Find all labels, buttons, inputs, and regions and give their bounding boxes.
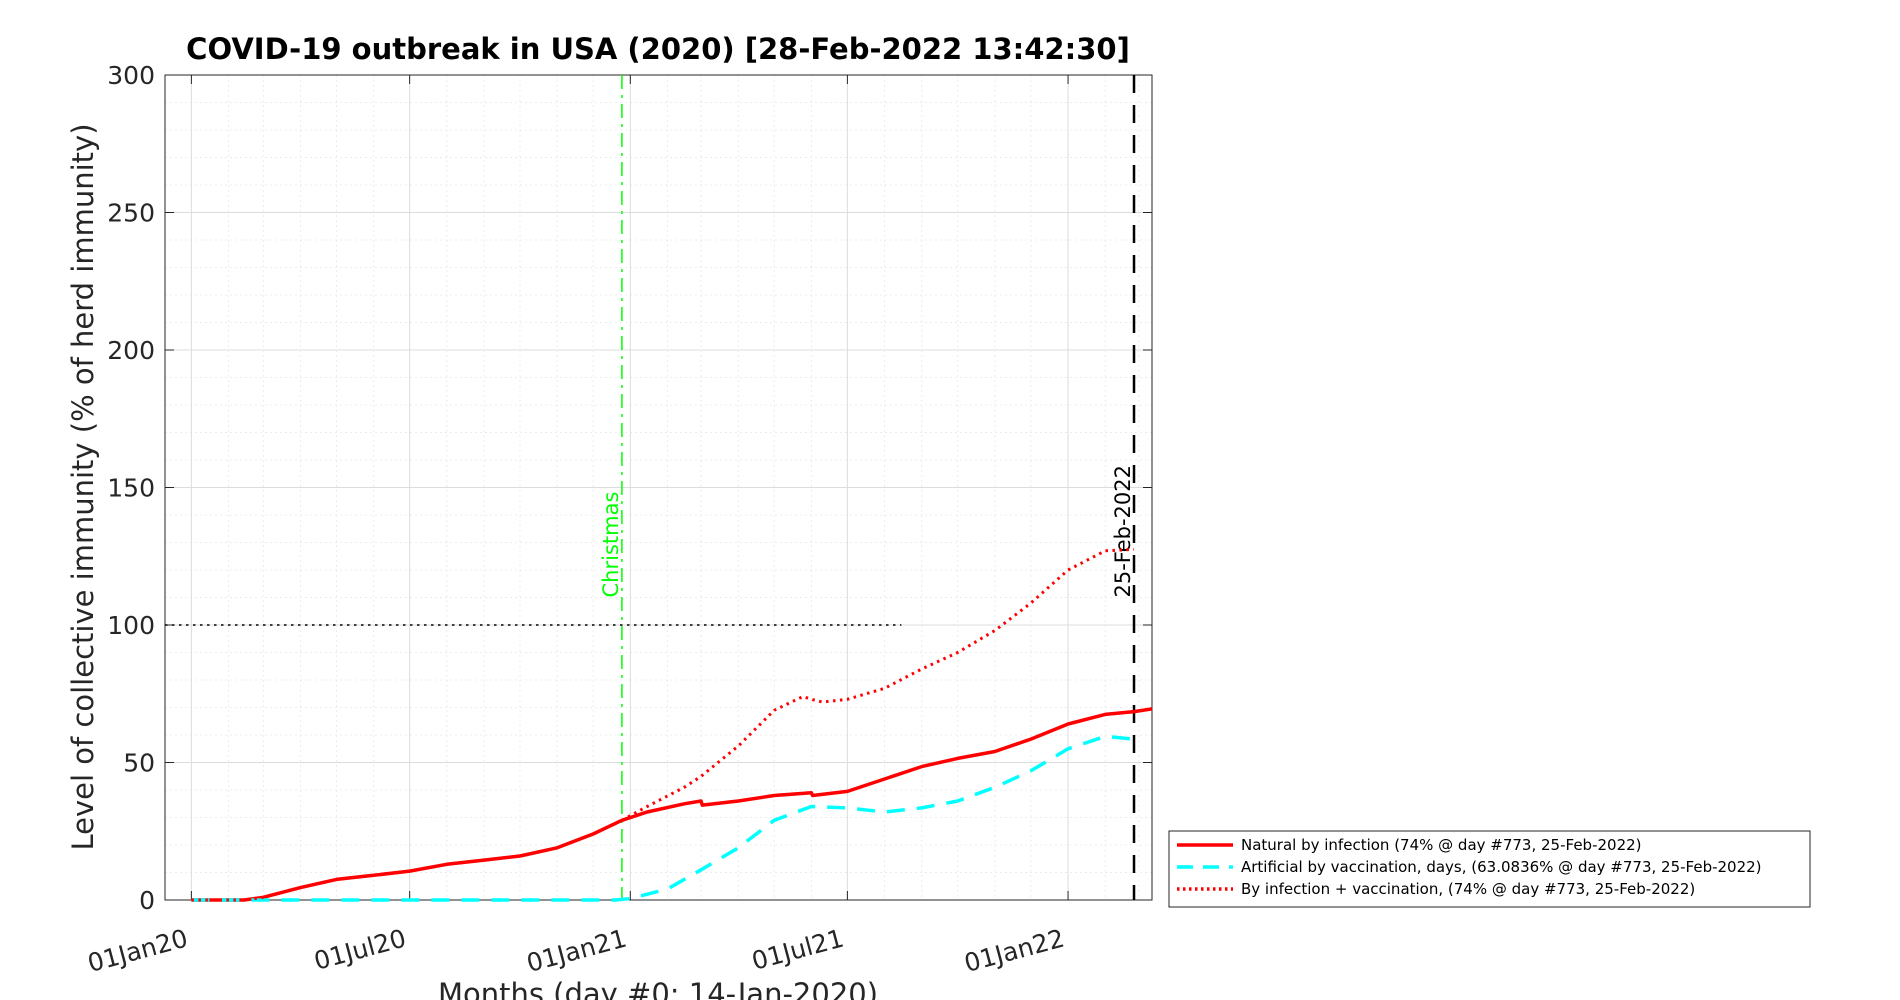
y-tick-label: 250 [107,199,155,228]
x-tick-label: 01Jan20 [85,924,191,978]
y-axis-tick-labels: 0 50 100 150 200 250 300 [107,61,155,915]
series-line-1 [191,707,1153,902]
reference-line-label: Christmas [599,492,623,598]
x-tick-label: 01Jul20 [311,924,409,976]
legend-entry: Natural by infection (74% @ day #773, 25… [1241,836,1642,854]
series-line-2 [191,734,1135,902]
x-tick-label: 01Jul21 [749,924,847,976]
chart-title: COVID-19 outbreak in USA (2020) [28-Feb-… [186,32,1130,66]
x-tick-label: 01Jan21 [523,924,629,978]
series-lines [191,547,1153,902]
y-axis-label: Level of collective immunity (% of herd … [66,123,100,850]
legend: Natural by infection (74% @ day #773, 25… [1168,830,1811,908]
legend-entry: By infection + vaccination, (74% @ day #… [1241,880,1695,898]
y-tick-label: 0 [139,886,155,915]
y-tick-label: 50 [123,749,155,778]
y-tick-label: 100 [107,611,155,640]
x-tick-label: 01Jan22 [961,924,1067,978]
series-line-3 [191,547,1135,902]
legend-entry: Artificial by vaccination, days, (63.083… [1241,858,1762,876]
y-tick-label: 200 [107,336,155,365]
x-axis-tick-labels: 01Jan20 01Jul20 01Jan21 01Jul21 01Jan22 [85,924,1068,978]
reference-lines: Christmas 25-Feb-2022 [165,75,1136,900]
reference-line-label: 25-Feb-2022 [1111,465,1135,598]
legend-box [1168,830,1811,908]
x-axis-label: Months (day #0: 14-Jan-2020) [438,977,878,1000]
y-tick-label: 300 [107,61,155,90]
y-tick-label: 150 [107,474,155,503]
grid [165,74,1152,901]
